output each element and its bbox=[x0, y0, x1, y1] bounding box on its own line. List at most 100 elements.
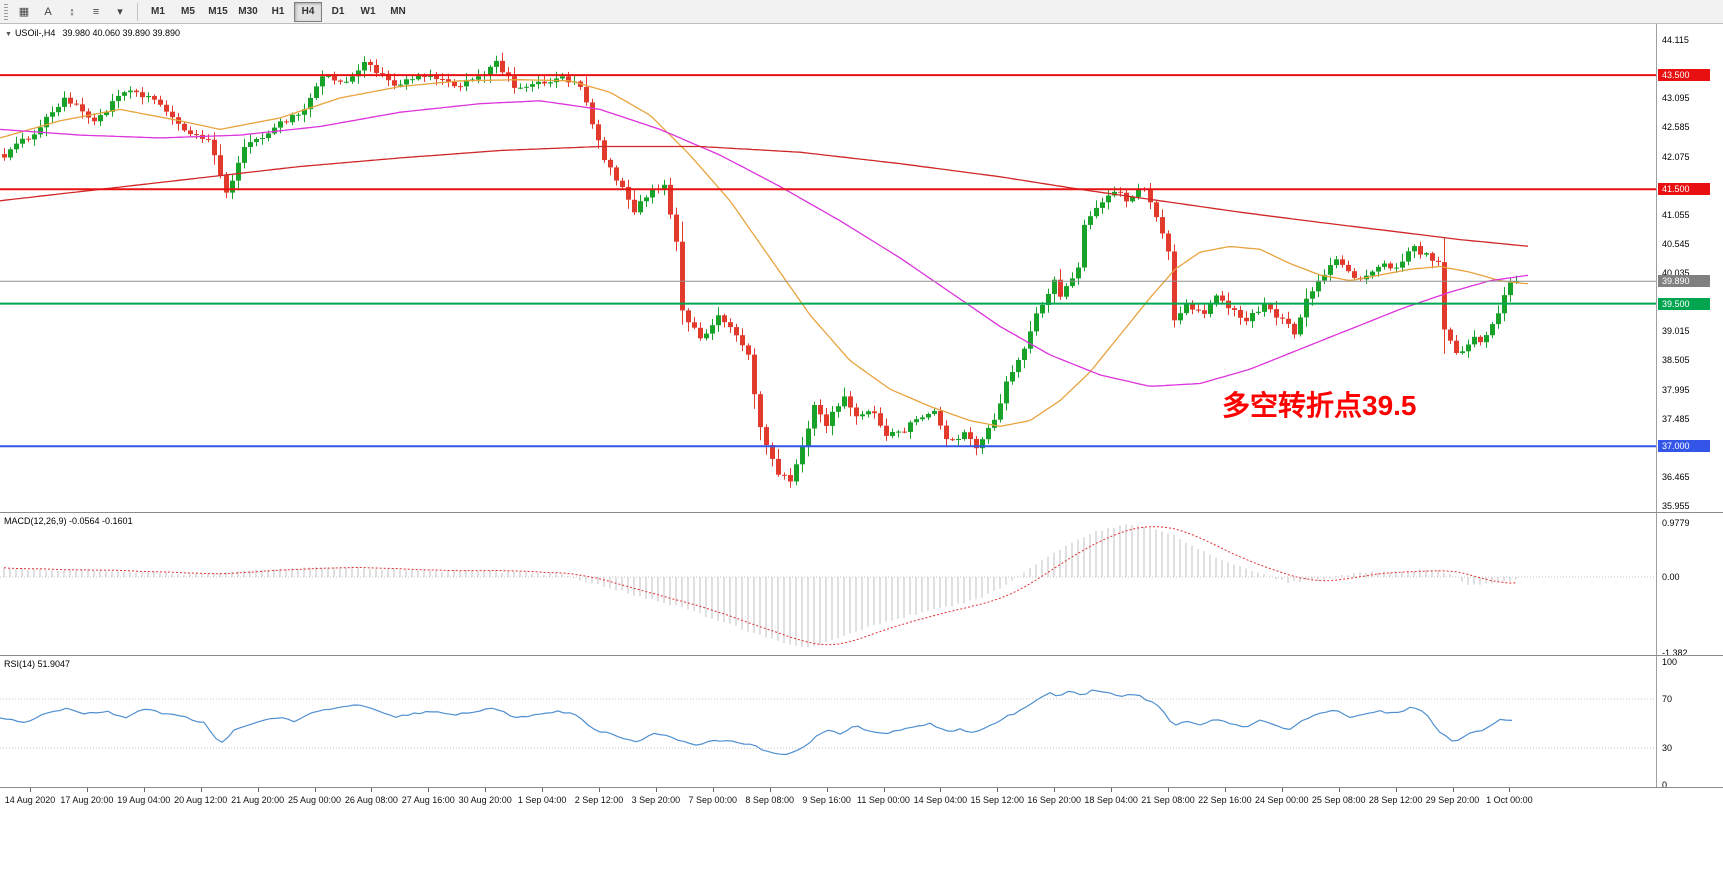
candle bbox=[332, 75, 337, 81]
candle bbox=[392, 80, 397, 86]
timeframe-button-H1[interactable]: H1 bbox=[271, 6, 285, 17]
symbol-label: ▼ USOil-,H4 39.980 40.060 39.890 39.890 bbox=[5, 28, 180, 38]
time-label[interactable]: 27 Aug 16:00 bbox=[401, 795, 455, 805]
candle bbox=[98, 115, 103, 122]
time-label[interactable]: 11 Sep 00:00 bbox=[857, 795, 910, 805]
candle bbox=[662, 184, 667, 189]
time-label[interactable]: 2 Sep 12:00 bbox=[574, 795, 624, 805]
candle bbox=[1292, 323, 1297, 335]
main-chart-canvas[interactable] bbox=[0, 24, 1656, 512]
time-label[interactable]: 18 Sep 04:00 bbox=[1084, 795, 1138, 805]
candle bbox=[1082, 224, 1087, 268]
timeframe-button-H4[interactable]: H4 bbox=[294, 1, 322, 22]
candle bbox=[734, 327, 739, 336]
candle bbox=[1340, 259, 1345, 265]
candle bbox=[134, 90, 139, 93]
time-label[interactable]: 21 Sep 08:00 bbox=[1141, 795, 1195, 805]
time-label[interactable]: 29 Sep 20:00 bbox=[1425, 795, 1480, 805]
candle bbox=[746, 345, 751, 355]
candle bbox=[848, 396, 853, 408]
time-tick bbox=[86, 788, 88, 792]
candle bbox=[140, 92, 145, 98]
candle bbox=[1094, 207, 1099, 217]
candle bbox=[740, 335, 745, 346]
candle bbox=[110, 101, 115, 112]
timeframe-button-M1[interactable]: M1 bbox=[151, 6, 165, 17]
crosshair-icon[interactable]: ↕ bbox=[69, 5, 75, 18]
time-label[interactable]: 30 Aug 20:00 bbox=[458, 795, 512, 805]
timeframe-button-M15[interactable]: M15 bbox=[208, 6, 228, 17]
time-label[interactable]: 3 Sep 20:00 bbox=[631, 795, 681, 805]
candle bbox=[476, 76, 481, 80]
time-tick bbox=[1338, 788, 1340, 792]
timeframe-button-MN[interactable]: MN bbox=[390, 6, 406, 17]
time-label[interactable]: 14 Sep 04:00 bbox=[913, 795, 968, 805]
time-label[interactable]: 14 Aug 2020 bbox=[4, 795, 56, 805]
timeframe-button-M30[interactable]: M30 bbox=[238, 6, 258, 17]
timeframe-button-D1[interactable]: D1 bbox=[331, 6, 345, 17]
candle bbox=[692, 322, 697, 328]
line-studies-icon[interactable]: ≡ bbox=[92, 5, 100, 18]
chart-annotation[interactable]: 多空转折点39.5 bbox=[1222, 390, 1417, 421]
candle bbox=[404, 79, 409, 85]
dropdown-caret-icon[interactable]: ▾ bbox=[117, 6, 123, 18]
time-label[interactable]: 25 Aug 00:00 bbox=[287, 795, 342, 805]
time-label[interactable]: 16 Sep 20:00 bbox=[1027, 795, 1081, 805]
rsi-label: RSI(14) 51.9047 bbox=[4, 659, 71, 669]
candle bbox=[1208, 303, 1213, 314]
axis-tick: 36.465 bbox=[1662, 471, 1690, 482]
candle bbox=[290, 114, 295, 123]
toolbar: ▦ A ↕ ≡ ▾ M1 M5 M15 M30 H1 H4 D1 W1 MN bbox=[0, 0, 1723, 24]
time-label[interactable]: 17 Aug 20:00 bbox=[60, 795, 114, 805]
candle bbox=[1148, 188, 1153, 203]
candle bbox=[158, 99, 163, 105]
time-label[interactable]: 25 Sep 08:00 bbox=[1311, 795, 1366, 805]
candle bbox=[302, 109, 307, 115]
candle bbox=[164, 104, 169, 112]
timeframe-button-W1[interactable]: W1 bbox=[360, 6, 376, 17]
candle bbox=[638, 201, 643, 213]
time-label[interactable]: 22 Sep 16:00 bbox=[1198, 795, 1252, 805]
time-label[interactable]: 19 Aug 04:00 bbox=[117, 795, 171, 805]
time-label[interactable]: 26 Aug 08:00 bbox=[344, 795, 398, 805]
time-label[interactable]: 7 Sep 00:00 bbox=[688, 795, 738, 805]
main-chart-pane[interactable]: ▼ USOil-,H4 39.980 40.060 39.890 39.890 多空… bbox=[0, 24, 1723, 513]
candle bbox=[650, 188, 655, 198]
candle bbox=[1196, 309, 1201, 311]
time-label[interactable]: 9 Sep 16:00 bbox=[802, 795, 851, 805]
time-label[interactable]: 21 Aug 20:00 bbox=[231, 795, 285, 805]
axis-tick: 30 bbox=[1662, 743, 1673, 754]
axis-tick: 37.995 bbox=[1662, 384, 1690, 395]
candle bbox=[308, 97, 313, 110]
candle bbox=[464, 79, 469, 87]
collapse-triangle-icon[interactable]: ▼ bbox=[5, 31, 12, 38]
cursor-a-icon[interactable]: A bbox=[44, 5, 52, 18]
time-label[interactable]: 1 Oct 00:00 bbox=[1486, 795, 1533, 805]
time-label[interactable]: 1 Sep 04:00 bbox=[517, 795, 567, 805]
toolbar-grip[interactable] bbox=[4, 3, 8, 20]
candle bbox=[1088, 216, 1093, 225]
macd-pane[interactable]: MACD(12,26,9) -0.0564 -0.1601 0.9779 0.00… bbox=[0, 513, 1723, 656]
candle bbox=[1268, 304, 1273, 310]
candle bbox=[932, 411, 937, 414]
candle bbox=[1022, 348, 1027, 360]
time-label[interactable]: 28 Sep 12:00 bbox=[1368, 795, 1423, 805]
time-tick bbox=[314, 788, 316, 792]
price-label-39.500: 39.500 bbox=[1658, 297, 1710, 310]
candle bbox=[8, 149, 13, 158]
macd-histogram bbox=[3, 524, 1517, 648]
candle bbox=[1316, 280, 1321, 292]
time-label[interactable]: 15 Sep 12:00 bbox=[970, 795, 1025, 805]
candle bbox=[632, 199, 637, 213]
candle bbox=[1028, 331, 1033, 349]
rsi-pane[interactable]: RSI(14) 51.9047 100 70 30 0 bbox=[0, 656, 1723, 788]
charts-grid-icon[interactable]: ▦ bbox=[18, 6, 30, 18]
timeframe-button-M5[interactable]: M5 bbox=[181, 6, 195, 17]
time-label[interactable]: 20 Aug 12:00 bbox=[174, 795, 228, 805]
candle bbox=[398, 84, 403, 86]
candle bbox=[374, 65, 379, 74]
time-label[interactable]: 8 Sep 08:00 bbox=[745, 795, 794, 805]
candle bbox=[680, 241, 685, 311]
candle bbox=[1262, 304, 1267, 312]
time-label[interactable]: 24 Sep 00:00 bbox=[1255, 795, 1309, 805]
